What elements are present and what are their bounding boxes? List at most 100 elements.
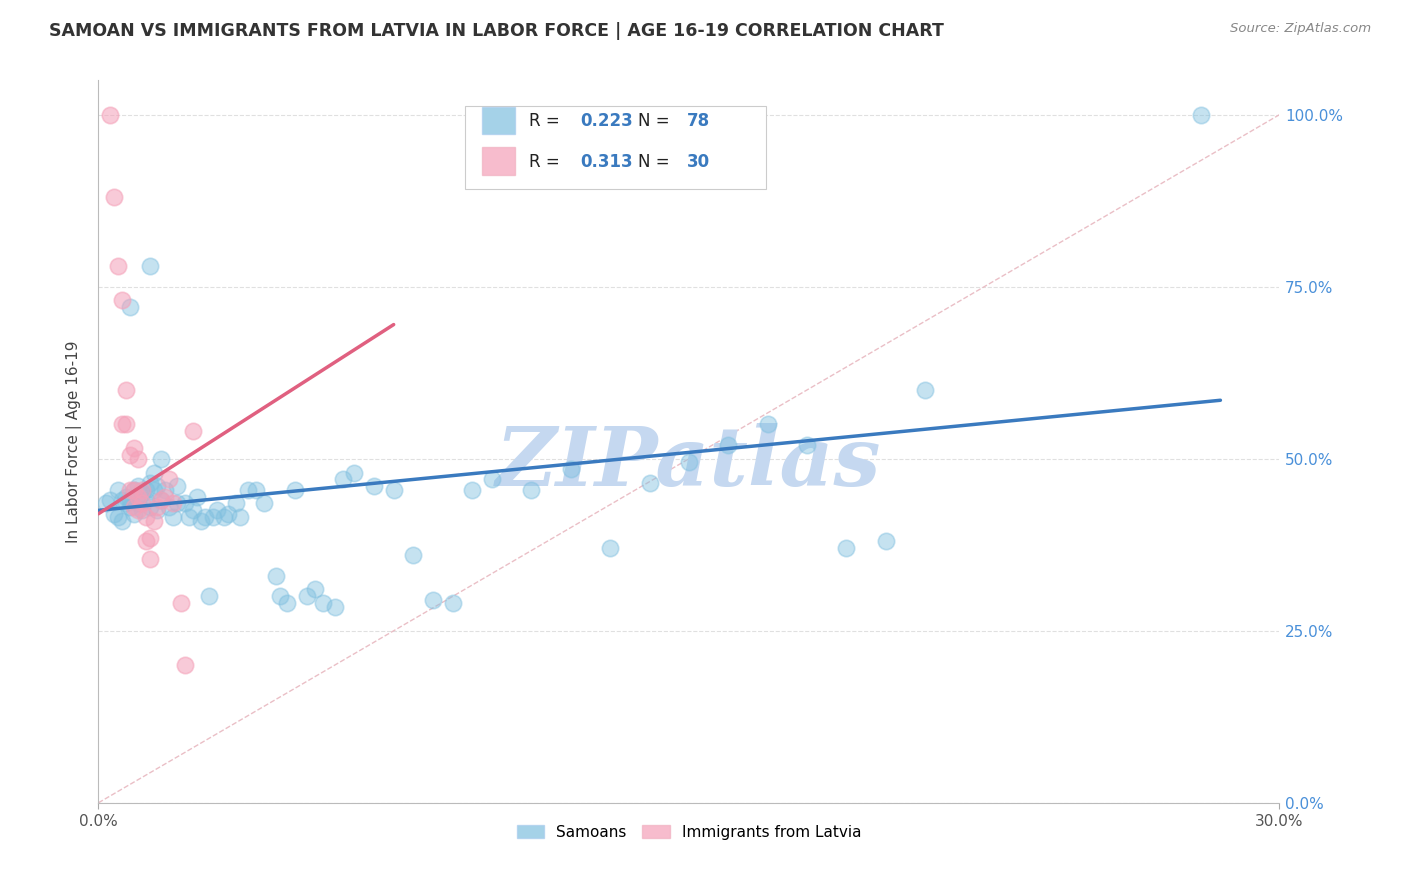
Point bbox=[127, 479, 149, 493]
Point bbox=[363, 479, 385, 493]
Text: N =: N = bbox=[638, 153, 675, 171]
Point bbox=[295, 590, 318, 604]
Point bbox=[131, 483, 153, 497]
Point bbox=[115, 383, 138, 397]
Point bbox=[127, 496, 149, 510]
Point bbox=[150, 451, 173, 466]
Point bbox=[323, 599, 346, 614]
Point bbox=[229, 510, 252, 524]
Point bbox=[170, 596, 193, 610]
FancyBboxPatch shape bbox=[464, 105, 766, 189]
Point bbox=[422, 592, 444, 607]
Point bbox=[142, 514, 165, 528]
Text: N =: N = bbox=[638, 112, 675, 130]
Point bbox=[835, 541, 858, 556]
Point bbox=[678, 455, 700, 469]
Point bbox=[142, 466, 165, 480]
Point bbox=[312, 596, 335, 610]
FancyBboxPatch shape bbox=[482, 147, 516, 175]
Point bbox=[332, 472, 354, 486]
Point bbox=[155, 490, 177, 504]
Point bbox=[122, 442, 145, 456]
Point bbox=[138, 531, 160, 545]
Point bbox=[122, 483, 145, 497]
Y-axis label: In Labor Force | Age 16-19: In Labor Force | Age 16-19 bbox=[66, 340, 83, 543]
Point bbox=[107, 510, 129, 524]
Legend: Samoans, Immigrants from Latvia: Samoans, Immigrants from Latvia bbox=[510, 819, 868, 846]
Text: 78: 78 bbox=[686, 112, 710, 130]
Point bbox=[98, 108, 121, 122]
Point bbox=[118, 493, 141, 508]
Point bbox=[118, 483, 141, 497]
Point bbox=[98, 493, 121, 508]
Point bbox=[402, 548, 425, 562]
Point bbox=[103, 507, 125, 521]
Point bbox=[150, 493, 173, 508]
Point bbox=[166, 479, 188, 493]
Point bbox=[115, 417, 138, 432]
Point bbox=[115, 490, 138, 504]
Point bbox=[142, 483, 165, 497]
Point bbox=[131, 486, 153, 500]
Point bbox=[194, 510, 217, 524]
Point bbox=[269, 590, 291, 604]
Point bbox=[162, 496, 184, 510]
Point bbox=[201, 510, 224, 524]
Point bbox=[107, 483, 129, 497]
Point bbox=[461, 483, 484, 497]
Point bbox=[127, 503, 149, 517]
Point bbox=[162, 510, 184, 524]
Point bbox=[181, 424, 204, 438]
Point bbox=[284, 483, 307, 497]
Point bbox=[520, 483, 543, 497]
Point bbox=[174, 658, 197, 673]
Point bbox=[225, 496, 247, 510]
Point bbox=[122, 483, 145, 497]
Point bbox=[127, 490, 149, 504]
Point bbox=[217, 507, 239, 521]
Point bbox=[796, 438, 818, 452]
Point bbox=[186, 490, 208, 504]
Point bbox=[122, 507, 145, 521]
Point bbox=[599, 541, 621, 556]
Point bbox=[111, 514, 134, 528]
Point bbox=[181, 503, 204, 517]
Point bbox=[638, 475, 661, 490]
Point bbox=[481, 472, 503, 486]
Point bbox=[118, 448, 141, 462]
Point bbox=[138, 475, 160, 490]
Point bbox=[138, 259, 160, 273]
Point bbox=[155, 483, 177, 497]
Point bbox=[304, 582, 326, 597]
Point bbox=[174, 496, 197, 510]
Point bbox=[717, 438, 740, 452]
Text: 0.313: 0.313 bbox=[581, 153, 633, 171]
Point bbox=[146, 500, 169, 514]
Point bbox=[111, 493, 134, 508]
Point bbox=[214, 510, 236, 524]
Point bbox=[96, 496, 118, 510]
FancyBboxPatch shape bbox=[482, 107, 516, 135]
Point bbox=[157, 472, 180, 486]
Point bbox=[177, 510, 200, 524]
Point bbox=[197, 590, 219, 604]
Point bbox=[914, 383, 936, 397]
Point bbox=[103, 190, 125, 204]
Text: R =: R = bbox=[530, 153, 565, 171]
Point bbox=[135, 534, 157, 549]
Point bbox=[560, 462, 582, 476]
Point bbox=[135, 493, 157, 508]
Point bbox=[236, 483, 259, 497]
Point bbox=[138, 551, 160, 566]
Point bbox=[107, 259, 129, 273]
Text: R =: R = bbox=[530, 112, 565, 130]
Point bbox=[190, 514, 212, 528]
Point bbox=[131, 503, 153, 517]
Point bbox=[245, 483, 267, 497]
Point bbox=[382, 483, 405, 497]
Point bbox=[441, 596, 464, 610]
Point bbox=[875, 534, 897, 549]
Text: SAMOAN VS IMMIGRANTS FROM LATVIA IN LABOR FORCE | AGE 16-19 CORRELATION CHART: SAMOAN VS IMMIGRANTS FROM LATVIA IN LABO… bbox=[49, 22, 943, 40]
Point bbox=[122, 500, 145, 514]
Point bbox=[166, 496, 188, 510]
